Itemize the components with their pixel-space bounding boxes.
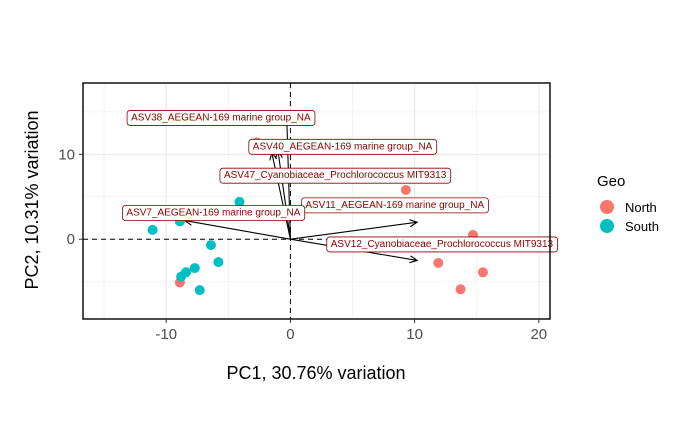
point-north [400, 184, 411, 195]
loading-label-box [126, 110, 316, 126]
point-south [205, 240, 216, 251]
x-tick-label: -10 [155, 326, 177, 343]
point-south [147, 224, 158, 235]
loading-label-box [326, 236, 558, 253]
loading-label: ASV12_Cyanobiaceae_Prochlorococcus MIT93… [326, 236, 558, 253]
loading-label-box [122, 205, 306, 221]
loading-label-box [248, 138, 438, 155]
loading-label-text: ASV40_AEGEAN-169 marine group_NA [253, 141, 433, 152]
loading-label: ASV40_AEGEAN-169 marine group_NA [248, 138, 438, 155]
y-tick-label: 10 [58, 146, 75, 163]
loadings-layer: ASV38_AEGEAN-169 marine group_NA ASV40_AE… [122, 110, 558, 264]
legend-label-north: North [625, 200, 657, 215]
loading-label: ASV38_AEGEAN-169 marine group_NA [126, 110, 316, 126]
point-north [455, 284, 466, 295]
panel-border [82, 82, 551, 320]
loading-arrowhead [409, 219, 419, 228]
loading-arrow [271, 152, 291, 240]
legend-title: Geo [597, 173, 625, 190]
loading-label-text: ASV7_AEGEAN-169 marine group_NA [126, 208, 300, 219]
y-tick-label: 0 [67, 231, 75, 248]
loading-label-box [219, 167, 452, 184]
legend-key-south [600, 219, 614, 233]
x-axis-title: PC1, 30.76% variation [226, 363, 405, 383]
point-south [213, 257, 224, 268]
point-south [189, 263, 200, 274]
loading-label: ASV7_AEGEAN-169 marine group_NA [122, 205, 306, 221]
loading-label: ASV11_AEGEAN-169 marine group_NA [300, 197, 489, 214]
legend-key-north [600, 200, 614, 214]
legend-label-south: South [625, 219, 659, 234]
loading-label-text: ASV38_AEGEAN-169 marine group_NA [131, 112, 311, 123]
x-tick-label: 0 [286, 326, 294, 343]
point-south [176, 271, 187, 282]
loading-label-text: ASV12_Cyanobiaceae_Prochlorococcus MIT93… [331, 239, 554, 250]
loading-arrowhead [409, 255, 419, 264]
loading-label: ASV47_Cyanobiaceae_Prochlorococcus MIT93… [219, 167, 452, 184]
x-tick-label: 10 [406, 326, 423, 343]
loading-arrow [290, 221, 418, 240]
x-tick-label: 20 [530, 326, 547, 343]
point-south [194, 285, 205, 296]
point-north [433, 257, 444, 268]
loading-label-text: ASV11_AEGEAN-169 marine group_NA [305, 200, 484, 211]
y-axis-title: PC2, 10.31% variation [22, 110, 42, 289]
axes-layer: -10 0 10 20 0 10 [58, 82, 551, 343]
loading-arrow [277, 150, 291, 240]
legend: Geo North South [597, 173, 659, 234]
point-south [234, 196, 245, 207]
point-north [477, 267, 488, 278]
loading-arrow [184, 219, 291, 240]
loading-label-text: ASV47_Cyanobiaceae_Prochlorococcus MIT93… [224, 170, 447, 181]
